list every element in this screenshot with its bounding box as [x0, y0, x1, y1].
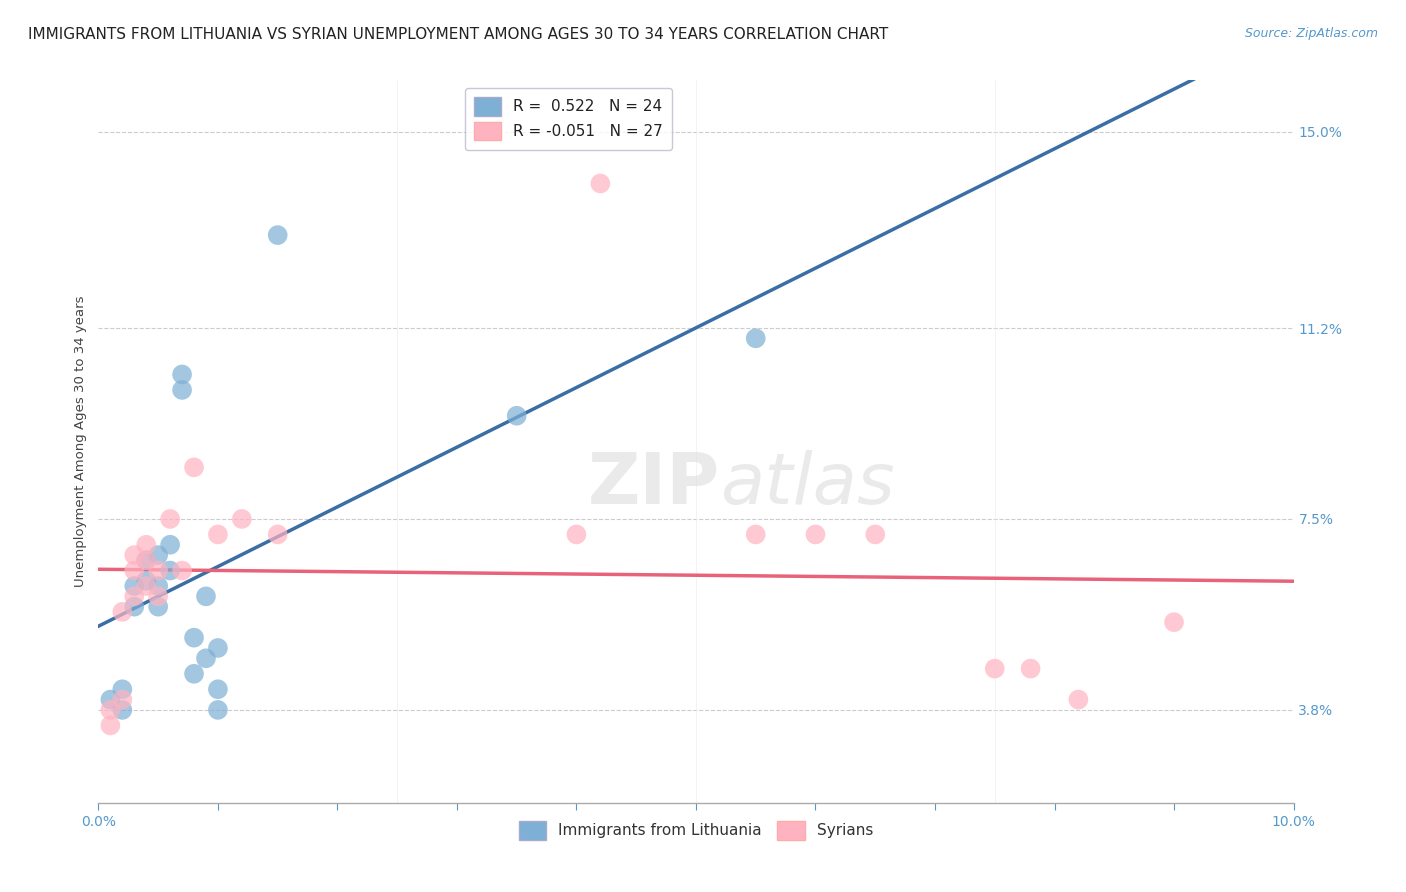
- Point: [172, 383, 194, 397]
- Point: [183, 460, 205, 475]
- Point: [195, 590, 218, 604]
- Point: [124, 599, 146, 614]
- Point: [506, 409, 529, 423]
- Y-axis label: Unemployment Among Ages 30 to 34 years: Unemployment Among Ages 30 to 34 years: [75, 296, 87, 587]
- Point: [111, 703, 134, 717]
- Point: [183, 631, 205, 645]
- Point: [98, 703, 122, 717]
- Point: [745, 331, 768, 345]
- Legend: Immigrants from Lithuania, Syrians: Immigrants from Lithuania, Syrians: [513, 815, 879, 846]
- Point: [135, 579, 157, 593]
- Text: atlas: atlas: [720, 450, 894, 519]
- Point: [267, 228, 290, 243]
- Point: [111, 692, 134, 706]
- Point: [124, 548, 146, 562]
- Point: [565, 527, 588, 541]
- Point: [231, 512, 253, 526]
- Point: [159, 538, 181, 552]
- Text: ZIP: ZIP: [588, 450, 720, 519]
- Point: [135, 574, 157, 588]
- Point: [98, 718, 122, 732]
- Point: [1163, 615, 1185, 630]
- Point: [148, 548, 170, 562]
- Point: [148, 564, 170, 578]
- Point: [124, 590, 146, 604]
- Point: [207, 640, 229, 655]
- Point: [1019, 662, 1042, 676]
- Point: [984, 662, 1007, 676]
- Point: [159, 512, 181, 526]
- Point: [267, 527, 290, 541]
- Point: [148, 590, 170, 604]
- Point: [124, 579, 146, 593]
- Point: [135, 553, 157, 567]
- Point: [111, 682, 134, 697]
- Point: [589, 177, 612, 191]
- Point: [124, 564, 146, 578]
- Point: [1067, 692, 1090, 706]
- Text: IMMIGRANTS FROM LITHUANIA VS SYRIAN UNEMPLOYMENT AMONG AGES 30 TO 34 YEARS CORRE: IMMIGRANTS FROM LITHUANIA VS SYRIAN UNEM…: [28, 27, 889, 42]
- Point: [745, 527, 768, 541]
- Point: [172, 564, 194, 578]
- Point: [207, 703, 229, 717]
- Point: [98, 692, 122, 706]
- Point: [172, 368, 194, 382]
- Point: [804, 527, 827, 541]
- Point: [148, 599, 170, 614]
- Point: [111, 605, 134, 619]
- Point: [207, 682, 229, 697]
- Point: [148, 579, 170, 593]
- Point: [135, 538, 157, 552]
- Point: [135, 553, 157, 567]
- Point: [183, 666, 205, 681]
- Point: [159, 564, 181, 578]
- Point: [207, 527, 229, 541]
- Point: [195, 651, 218, 665]
- Text: Source: ZipAtlas.com: Source: ZipAtlas.com: [1244, 27, 1378, 40]
- Point: [865, 527, 887, 541]
